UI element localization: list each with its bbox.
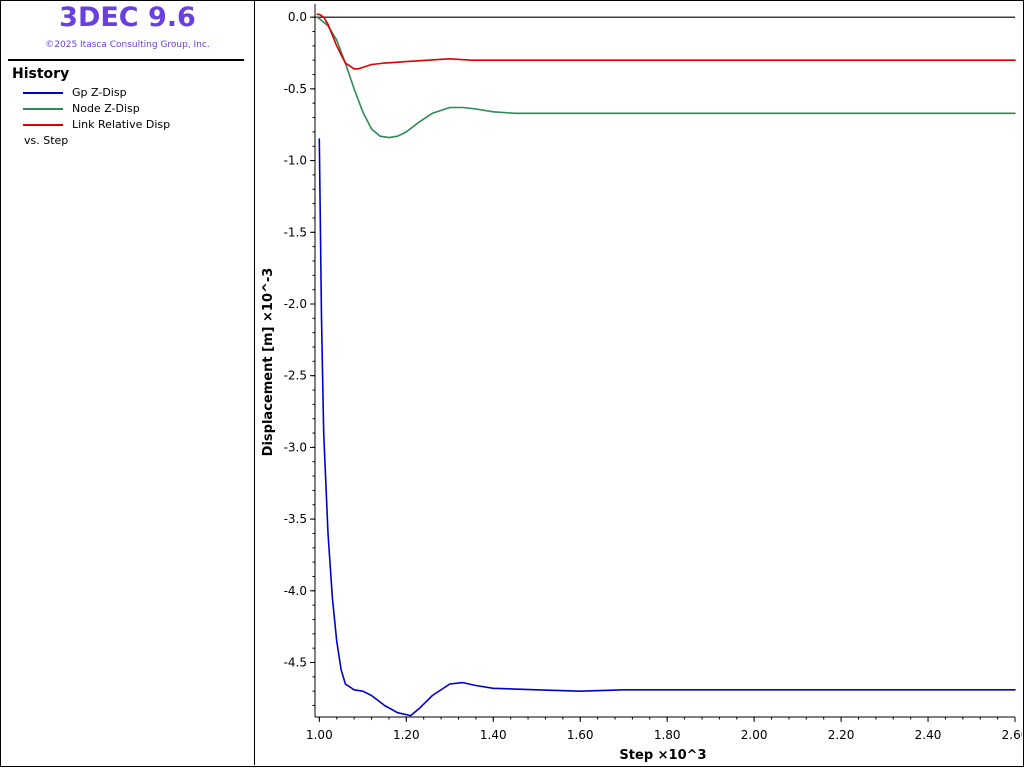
app-title: 3DEC 9.6 bbox=[59, 2, 196, 33]
copyright-notice: ©2025 Itasca Consulting Group, Inc. bbox=[45, 40, 210, 50]
y-axis-label: Displacement [m] ×10^-3 bbox=[261, 268, 276, 457]
x-tick-label: 2.00 bbox=[741, 728, 768, 742]
y-tick-label: -1.5 bbox=[284, 225, 307, 239]
legend-panel: 3DEC 9.6 ©2025 Itasca Consulting Group, … bbox=[0, 0, 255, 765]
legend-swatch-gp-z-disp bbox=[23, 92, 63, 94]
y-tick-label: 0.0 bbox=[288, 10, 307, 24]
x-tick-label: 2.40 bbox=[915, 728, 942, 742]
series-line-link-relative-disp bbox=[316, 13, 1016, 70]
history-plot: 0.0 -0.5 -1.0 -1.5 -2.0 -2.5 -3.0 -3.5 -4.0 -4.5 1… bbox=[261, 4, 1022, 763]
legend-swatch-node-z-disp bbox=[23, 108, 63, 110]
y-tick-label: -1.0 bbox=[284, 154, 307, 168]
x-axis-label: Step ×10^3 bbox=[619, 748, 706, 763]
y-tick-label: -4.0 bbox=[284, 584, 307, 598]
y-tick-label: -3.0 bbox=[284, 440, 307, 454]
series-line-gp-z-disp bbox=[318, 138, 1016, 717]
legend-label-gp-z-disp: Gp Z-Disp bbox=[72, 86, 127, 99]
y-tick-label: -4.5 bbox=[284, 656, 307, 670]
x-tick-label: 1.80 bbox=[654, 728, 681, 742]
x-tick-label: 2.60 bbox=[1002, 728, 1022, 742]
y-tick-label: -3.5 bbox=[284, 512, 307, 526]
x-tick-label: 2.20 bbox=[828, 728, 855, 742]
plot-axes: 0.0 -0.5 -1.0 -1.5 -2.0 -2.5 -3.0 -3.5 -4.0 -4.5 1… bbox=[284, 4, 1022, 742]
x-tick-label: 1.00 bbox=[306, 728, 333, 742]
legend-label-node-z-disp: Node Z-Disp bbox=[72, 102, 140, 115]
x-tick-label: 1.60 bbox=[567, 728, 594, 742]
x-tick-label: 1.40 bbox=[480, 728, 507, 742]
y-tick-label: -0.5 bbox=[284, 82, 307, 96]
legend-heading: History bbox=[12, 66, 70, 82]
legend-vs-label: vs. Step bbox=[24, 134, 69, 147]
series-line-node-z-disp bbox=[316, 16, 1016, 139]
y-tick-label: -2.5 bbox=[284, 369, 307, 383]
plot-series bbox=[316, 13, 1016, 717]
title-divider bbox=[8, 59, 244, 61]
y-tick-label: -2.0 bbox=[284, 297, 307, 311]
plot-labels: Step ×10^3 Displacement [m] ×10^-3 bbox=[261, 268, 707, 763]
legend-label-link-relative-disp: Link Relative Disp bbox=[72, 118, 171, 131]
legend-swatch-link-relative-disp bbox=[23, 124, 63, 126]
x-tick-label: 1.20 bbox=[393, 728, 420, 742]
